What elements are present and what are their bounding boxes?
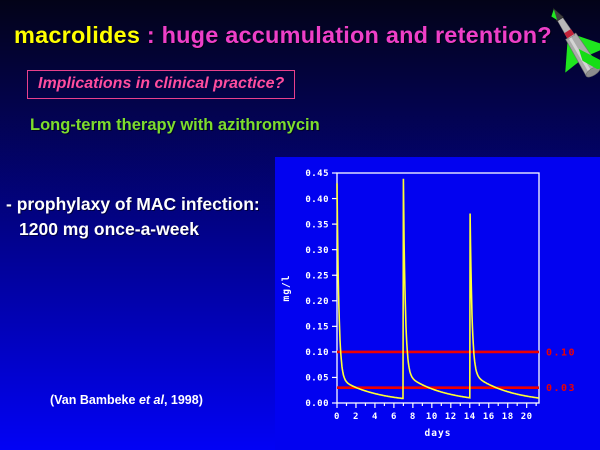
plot-border [336,172,540,404]
dart-fin-right [576,35,600,55]
threshold-value-label: 0.10 [546,347,576,358]
x-tick-label: 18 [502,412,514,422]
dart-fin-front [578,48,600,70]
x-tick-label: 10 [426,412,438,422]
y-tick-label: 0.20 [305,297,329,307]
page-title: macrolides : huge accumulation and reten… [14,22,574,49]
x-axis-title: days [425,428,452,439]
x-tick-label: 0 [334,412,340,422]
dart-tip-glint [551,9,558,20]
x-tick-label: 14 [464,412,476,422]
bullet-line-2: 1200 mg once-a-week [19,218,199,239]
bullet-line-1: - prophylaxy of MAC infection: [6,194,260,214]
bullet-text: - prophylaxy of MAC infection: 1200 mg o… [6,192,260,242]
y-tick-label: 0.05 [305,374,329,384]
x-tick-label: 12 [445,412,457,422]
question-box: Implications in clinical practice? [27,70,296,99]
y-tick-label: 0.40 [305,195,329,205]
x-tick-label: 8 [410,412,416,422]
title-rest: : huge accumulation and retention? [140,22,552,48]
citation-suffix: , 1998) [163,393,203,407]
title-keyword: macrolides [14,22,141,48]
dart-fin-left [565,40,579,73]
dart-body-highlight [568,36,593,74]
citation-prefix: (Van Bambeke [50,393,139,407]
subtitle: Long-term therapy with azithromycin [30,116,320,134]
dart-red-band [564,29,575,39]
threshold-value-label: 0.03 [546,383,576,394]
y-axis-title: mg/l [281,275,292,302]
x-tick-label: 2 [353,412,359,422]
dart-icon [551,7,600,78]
x-tick-label: 4 [372,412,378,422]
y-tick-label: 0.35 [305,220,329,230]
y-tick-label: 0.00 [305,399,329,409]
x-tick-label: 6 [391,412,397,422]
x-tick-label: 20 [521,412,533,422]
y-tick-label: 0.30 [305,246,329,256]
citation-etal: et al [138,393,164,407]
x-tick-label: 16 [483,412,495,422]
concentration-curve [336,178,539,400]
pk-chart-panel: 0.00 0.05 0.10 0.15 0.20 0.25 0.30 0.35 0.40 0.45… [275,157,600,450]
y-tick-label: 0.15 [305,323,329,333]
citation: (Van Bambeke et al, 1998) [50,393,203,407]
y-tick-label: 0.25 [305,271,329,281]
y-tick-label: 0.45 [305,169,329,179]
pk-chart-svg: 0.00 0.05 0.10 0.15 0.20 0.25 0.30 0.35 0.40 0.45… [281,169,576,439]
y-tick-label: 0.10 [305,348,329,358]
question-box-text: Implications in clinical practice? [38,75,285,92]
